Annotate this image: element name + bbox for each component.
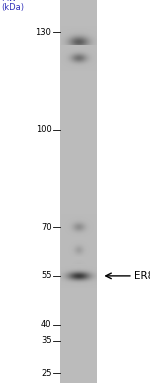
Text: 35: 35 [41,336,51,345]
Text: MW
(kDa): MW (kDa) [2,0,24,12]
Text: ER81: ER81 [134,271,150,281]
Bar [60,0,97,383]
Text: 100: 100 [36,125,51,134]
Text: 40: 40 [41,320,51,329]
Text: 130: 130 [36,28,51,37]
Text: 70: 70 [41,223,51,232]
Text: 25: 25 [41,369,51,378]
Text: 55: 55 [41,272,51,280]
